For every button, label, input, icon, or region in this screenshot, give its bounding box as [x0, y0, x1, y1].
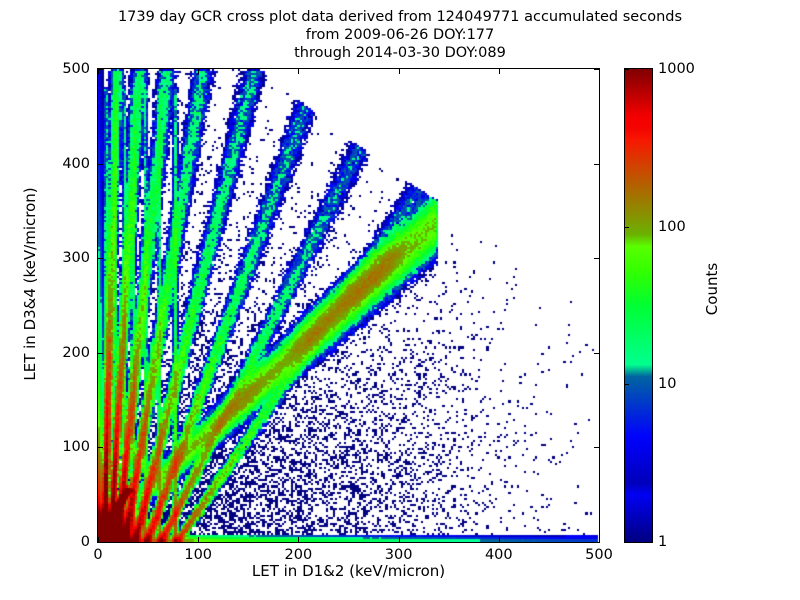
x-tick-mark: [198, 69, 200, 74]
y-tick-mark: [98, 542, 103, 543]
y-tick-mark: [594, 258, 599, 260]
x-tick-label: 200: [284, 547, 313, 563]
y-tick-label: 200: [62, 344, 90, 361]
colorbar-tick-mark: [624, 542, 629, 543]
colorbar-tick-label: 1000: [658, 61, 695, 77]
x-tick-mark: [298, 69, 300, 74]
x-tick-mark: [498, 69, 500, 74]
y-tick-label: 400: [62, 155, 90, 172]
colorbar-gradient: [625, 69, 652, 542]
y-tick-mark: [594, 163, 599, 165]
y-axis-label: LET in D3&4 (keV/micron): [21, 187, 39, 381]
y-tick-label: 100: [62, 439, 90, 456]
figure-title: 1739 day GCR cross plot data derived fro…: [0, 8, 800, 62]
x-tick-label: 100: [184, 547, 213, 563]
x-tick-label: 300: [384, 547, 413, 563]
y-tick-mark: [98, 69, 103, 70]
x-axis-label: LET in D1&2 (keV/micron): [251, 562, 446, 580]
x-tick-mark: [98, 69, 99, 74]
title-line-3: through 2014-03-30 DOY:089: [294, 45, 506, 61]
title-line-1: 1739 day GCR cross plot data derived fro…: [117, 9, 683, 25]
y-tick-label: 0: [80, 534, 90, 550]
y-tick-mark: [594, 542, 599, 543]
y-tick-mark: [98, 163, 103, 165]
x-tick-mark: [198, 537, 200, 542]
x-tick-label: 0: [93, 547, 103, 563]
colorbar-tick-label: 100: [658, 218, 686, 235]
colorbar-tick-label: 1: [658, 534, 668, 550]
y-tick-mark: [594, 69, 599, 70]
colorbar-tick-mark: [624, 69, 629, 70]
y-tick-mark: [594, 352, 599, 354]
y-tick-label: 300: [62, 250, 90, 267]
x-tick-mark: [599, 537, 600, 542]
x-tick-label: 400: [484, 547, 513, 563]
x-tick-mark: [599, 69, 600, 74]
title-line-2: from 2009-06-26 DOY:177: [305, 27, 495, 43]
x-tick-mark: [98, 537, 99, 542]
colorbar: [624, 68, 653, 543]
x-tick-mark: [398, 537, 400, 542]
x-tick-mark: [398, 69, 400, 74]
x-tick-mark: [298, 537, 300, 542]
y-tick-label: 500: [62, 61, 90, 77]
histogram-canvas: [98, 69, 599, 542]
colorbar-label: Counts: [703, 262, 721, 316]
colorbar-tick-mark: [624, 384, 629, 386]
x-tick-label: 500: [585, 547, 613, 563]
y-tick-mark: [594, 447, 599, 449]
colorbar-tick-label: 10: [658, 376, 677, 393]
y-tick-mark: [98, 258, 103, 260]
colorbar-tick-mark: [624, 226, 629, 228]
y-tick-mark: [98, 352, 103, 354]
plot-area: [97, 68, 600, 543]
x-tick-mark: [498, 537, 500, 542]
y-tick-mark: [98, 447, 103, 449]
